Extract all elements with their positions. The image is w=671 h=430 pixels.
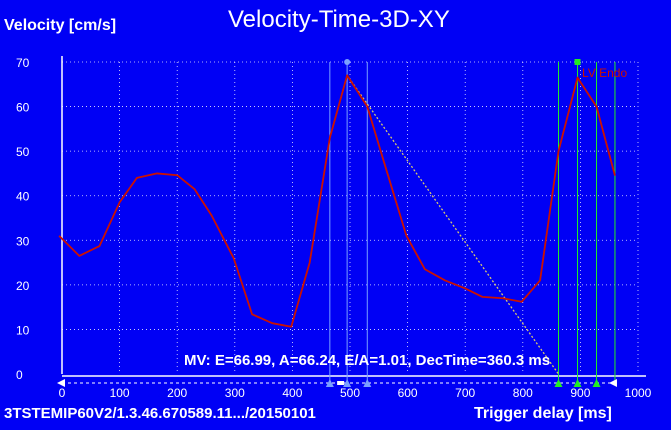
y-tick-label: 70 [16,56,30,70]
x-tick-label: 300 [225,386,245,400]
velocity-curve [58,74,616,328]
trigger-markers [57,379,617,387]
x-tick-label: 400 [282,386,302,400]
legend-lv-endo: LV Endo [582,66,628,80]
marker-lines [329,59,616,384]
green-trigger-marker [592,379,601,387]
measurement-readout: MV: E=66.99, A=66.24, E/A=1.01, DecTime=… [184,352,551,369]
x-tick-label: 600 [398,386,418,400]
current-frame-marker [337,381,345,385]
deceleration-line [329,73,560,375]
green-trigger-marker [573,379,582,387]
y-tick-label: 10 [16,323,30,337]
e-peak-handle [344,59,351,65]
y-tick-label: 20 [16,279,30,293]
decel-dotted-line [329,73,560,375]
chart-grid [62,61,639,374]
x-tick-label: 500 [340,386,360,400]
blue-trigger-marker [363,379,372,387]
y-tick-label: 30 [16,234,30,248]
x-tick-label: 900 [570,386,590,400]
blue-trigger-marker [343,379,352,387]
y-tick-label: 50 [16,145,30,159]
end-trigger-marker [608,379,617,387]
a-peak-handle [574,59,581,65]
start-trigger-marker [57,379,65,387]
y-tick-label: 60 [16,101,30,115]
x-tick-label: 100 [110,386,130,400]
x-tick-label: 700 [455,386,475,400]
blue-trigger-marker [325,379,334,387]
study-id: 3TSTEMIP60V2/1.3.46.670589.11.../2015010… [4,405,316,422]
lv-endo-line [58,74,616,328]
y-tick-label: 40 [16,190,30,204]
x-tick-label: 800 [513,386,533,400]
x-tick-label: 1000 [625,386,652,400]
chart-title: Velocity-Time-3D-XY [228,6,450,33]
y-tick-label: 0 [16,368,23,382]
green-trigger-marker [554,379,563,387]
x-axis-label: Trigger delay [ms] [474,405,612,422]
x-tick-label: 0 [59,386,66,400]
x-tick-label: 200 [167,386,187,400]
y-axis-label: Velocity [cm/s] [4,17,117,34]
